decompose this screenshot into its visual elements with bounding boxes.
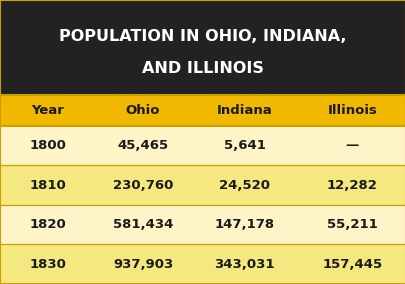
Text: —: — (345, 139, 358, 152)
Text: 1800: 1800 (29, 139, 66, 152)
Bar (0, 95, 405, 126)
Bar (0, 205, 405, 245)
Text: 24,520: 24,520 (219, 179, 269, 192)
Text: 1820: 1820 (29, 218, 66, 231)
Text: 5,641: 5,641 (223, 139, 265, 152)
Text: 230,760: 230,760 (113, 179, 173, 192)
Text: 157,445: 157,445 (321, 258, 382, 271)
Text: 581,434: 581,434 (113, 218, 173, 231)
Text: 55,211: 55,211 (326, 218, 377, 231)
Text: 937,903: 937,903 (113, 258, 173, 271)
Bar (0, 165, 405, 205)
Text: Year: Year (31, 104, 64, 117)
Bar (0, 126, 405, 165)
Text: 343,031: 343,031 (214, 258, 274, 271)
Text: Illinois: Illinois (326, 104, 376, 117)
Text: 12,282: 12,282 (326, 179, 377, 192)
Text: 147,178: 147,178 (214, 218, 274, 231)
Text: AND ILLINOIS: AND ILLINOIS (142, 61, 263, 76)
Text: POPULATION IN OHIO, INDIANA,: POPULATION IN OHIO, INDIANA, (59, 29, 346, 44)
Text: Ohio: Ohio (126, 104, 160, 117)
Bar (0, 0, 405, 95)
Text: Indiana: Indiana (216, 104, 272, 117)
Text: 45,465: 45,465 (117, 139, 168, 152)
Bar (0, 245, 405, 284)
Text: 1810: 1810 (29, 179, 66, 192)
Text: 1830: 1830 (29, 258, 66, 271)
